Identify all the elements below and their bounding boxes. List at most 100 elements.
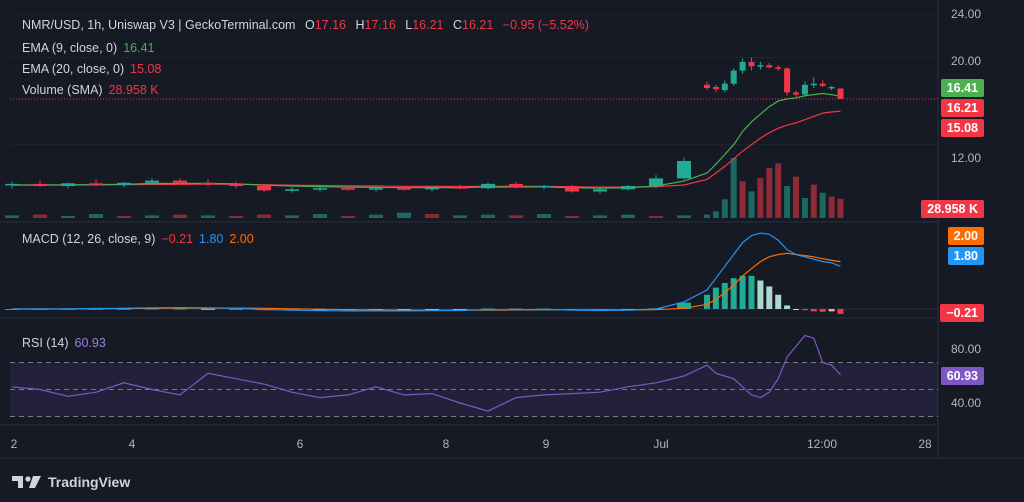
candle-body — [757, 65, 764, 67]
open-label: O — [304, 18, 315, 32]
macd-histogram-bar — [784, 305, 791, 309]
candle-body — [453, 187, 467, 189]
volume-bar — [593, 215, 607, 218]
candle-body — [313, 188, 327, 190]
macd-label: MACD (12, 26, close, 9) — [22, 232, 156, 246]
candle-body — [593, 189, 607, 192]
volume-bar — [89, 214, 103, 218]
macd-histogram-bar — [677, 302, 691, 309]
macd-histogram-bar — [173, 308, 187, 310]
candle-body — [285, 189, 299, 191]
ema9-price-tag: 16.41 — [940, 79, 984, 97]
volume-bar — [61, 216, 75, 218]
macd-histogram-bar — [801, 309, 808, 311]
volume-bar — [704, 214, 710, 218]
close-label: C — [452, 18, 462, 32]
time-tick-1200: 12:00 — [806, 437, 838, 451]
high-value: 17.16 — [364, 18, 396, 32]
ema20-legend[interactable]: EMA (20, close, 0) 15.08 — [22, 62, 167, 76]
candle-body — [145, 180, 159, 183]
candle-body — [201, 182, 215, 185]
volume-bar — [739, 181, 746, 218]
candle-body — [5, 183, 19, 186]
volume-label: Volume (SMA) — [22, 83, 103, 97]
price-tick-24: 24.00 — [951, 7, 982, 21]
macd-histogram-bar — [775, 294, 782, 309]
candle-body — [730, 70, 737, 84]
macd-hist-value: −0.21 — [161, 232, 194, 246]
volume-bar — [730, 158, 737, 218]
candle-body — [739, 61, 746, 71]
volume-bar — [537, 214, 551, 218]
candle-body — [793, 92, 799, 95]
macd-line-value: 1.80 — [199, 232, 224, 246]
macd-histogram-bar — [397, 309, 411, 310]
volume-legend[interactable]: Volume (SMA) 28.958 K — [22, 83, 165, 97]
candle-body — [565, 186, 579, 192]
candle-body — [775, 67, 782, 69]
candle-body — [369, 188, 383, 190]
volume-bar — [649, 216, 663, 218]
price-tick-20: 20.00 — [951, 54, 982, 68]
rsi-label: RSI (14) — [22, 336, 69, 350]
ema20-value: 15.08 — [130, 62, 162, 76]
candle-body — [704, 84, 710, 89]
volume-bar — [509, 215, 523, 218]
ema9-label: EMA (9, close, 0) — [22, 41, 118, 55]
candle-body — [397, 188, 411, 190]
tradingview-brand[interactable]: TradingView — [12, 474, 130, 490]
volume-bar — [793, 176, 799, 218]
macd-histogram-bar — [704, 294, 710, 309]
candle-body — [677, 161, 691, 179]
close-value: 16.21 — [462, 18, 494, 32]
macd-line — [12, 232, 841, 312]
rsi-tick-80: 80.00 — [951, 342, 982, 356]
volume-bar — [201, 215, 215, 218]
macd-histogram-bar — [453, 309, 467, 310]
volume-bar — [819, 192, 826, 218]
macd-histogram-bar — [201, 308, 215, 310]
candle-body — [117, 182, 131, 185]
rsi-tick-40: 40.00 — [951, 396, 982, 410]
volume-bar — [33, 214, 47, 218]
volume-bar — [369, 214, 383, 218]
open-value: 17.16 — [314, 18, 346, 32]
price-change: −0.95 (−5.52%) — [502, 18, 589, 32]
candle-body — [819, 83, 826, 86]
candle-body — [61, 183, 75, 187]
volume-bar — [173, 214, 187, 218]
volume-bar — [341, 216, 355, 218]
candle-body — [801, 84, 808, 95]
rsi-line — [11, 334, 841, 412]
macd-histogram-bar — [117, 308, 131, 310]
macd-hist-tag: −0.21 — [940, 304, 984, 322]
volume-bar — [721, 199, 728, 218]
candle-body — [173, 180, 187, 183]
candle-body — [509, 183, 523, 188]
macd-histogram-bar — [810, 309, 817, 312]
volume-bar — [5, 215, 19, 218]
ema9-line — [12, 92, 841, 189]
ema9-legend[interactable]: EMA (9, close, 0) 16.41 — [22, 41, 160, 55]
rsi-value: 60.93 — [74, 336, 106, 350]
volume-bar — [766, 168, 773, 218]
macd-legend[interactable]: MACD (12, 26, close, 9) −0.21 1.80 2.00 — [22, 232, 260, 246]
candle-body — [828, 86, 835, 89]
candle-body — [649, 178, 663, 187]
candle-body — [837, 88, 844, 99]
brand-name: TradingView — [48, 474, 131, 490]
volume-bar — [397, 212, 411, 218]
ema20-price-tag: 15.08 — [940, 119, 984, 137]
volume-bar — [712, 211, 719, 218]
ema9-value: 16.41 — [123, 41, 155, 55]
low-label: L — [405, 18, 413, 32]
time-tick-4: 4 — [128, 437, 136, 451]
macd-histogram-bar — [739, 275, 746, 309]
volume-bar — [677, 215, 691, 218]
macd-histogram-bar — [721, 282, 728, 309]
rsi-legend[interactable]: RSI (14) 60.93 — [22, 336, 112, 350]
header-legend: NMR/USD, 1h, Uniswap V3 | GeckoTerminal.… — [22, 18, 595, 32]
volume-bar — [801, 198, 808, 218]
time-tick-jul: Jul — [653, 437, 669, 451]
